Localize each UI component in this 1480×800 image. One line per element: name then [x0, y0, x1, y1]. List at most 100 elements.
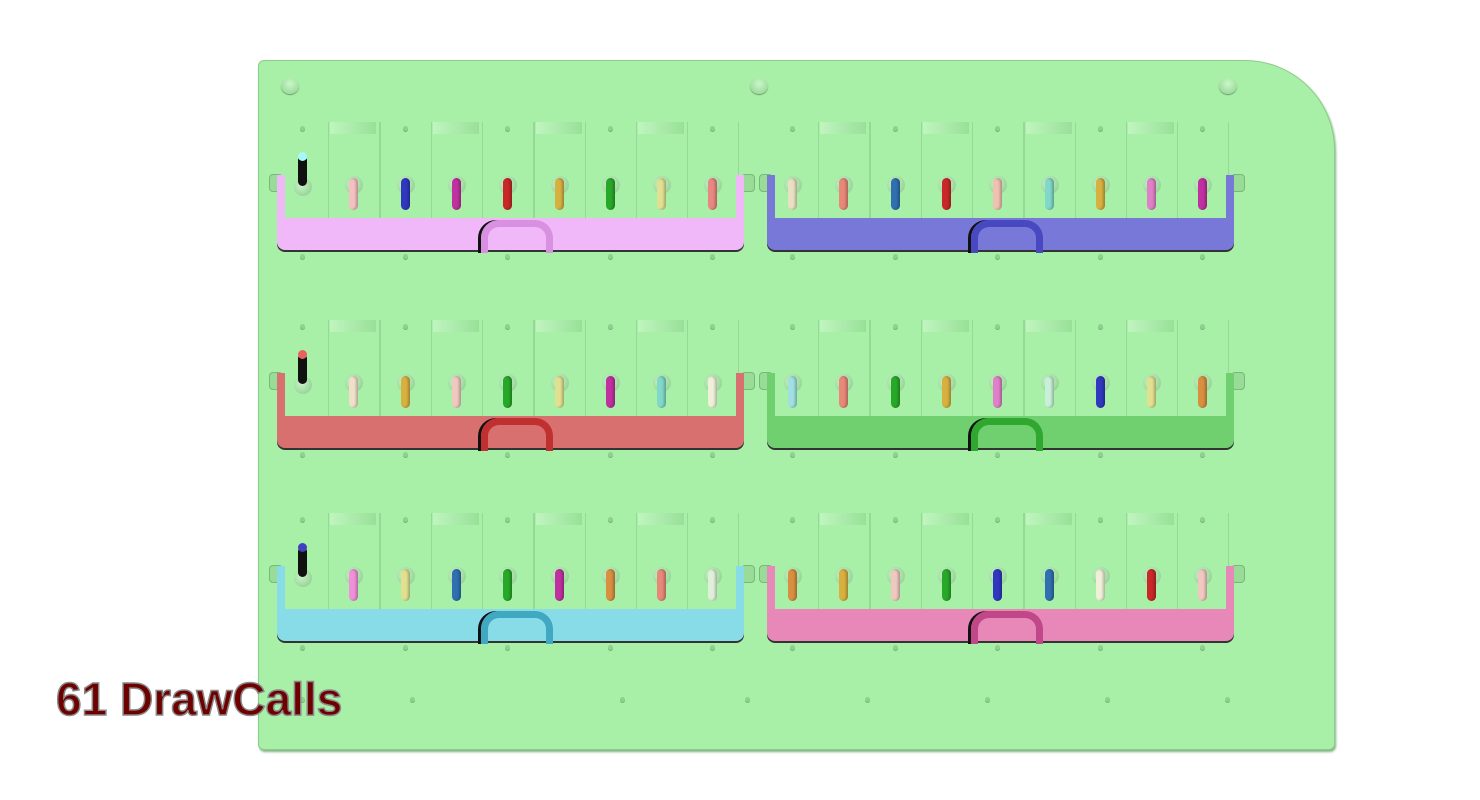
toggle-lever[interactable]: [941, 569, 951, 601]
toggle-lever[interactable]: [349, 569, 359, 601]
toggle-lever[interactable]: [890, 178, 900, 210]
rivet: [1105, 697, 1110, 702]
switch-slot: [1177, 513, 1230, 609]
tray-handle[interactable]: [481, 418, 553, 451]
toggle-lever[interactable]: [1147, 569, 1157, 601]
tray-handle[interactable]: [971, 220, 1043, 253]
toggle-lever[interactable]: [554, 376, 564, 408]
tray-handle[interactable]: [481, 611, 553, 644]
toggle-lever[interactable]: [839, 569, 849, 601]
toggle-lever[interactable]: [1198, 178, 1208, 210]
lever-cap: [298, 350, 307, 359]
toggle-lever[interactable]: [451, 376, 461, 408]
rivet: [995, 324, 1001, 329]
slot-tab: [1128, 513, 1175, 525]
tray-handle[interactable]: [971, 418, 1043, 451]
rivet: [300, 254, 305, 259]
rivet: [607, 517, 613, 522]
rivet: [892, 254, 898, 259]
toggle-lever[interactable]: [605, 376, 615, 408]
toggle-lever[interactable]: [890, 569, 900, 601]
tray-side: [736, 566, 744, 612]
rivet: [1097, 126, 1103, 131]
toggle-lever[interactable]: [1198, 569, 1208, 601]
slot-tab: [1025, 320, 1072, 332]
rivet: [1097, 254, 1103, 259]
toggle-lever[interactable]: [400, 569, 410, 601]
toggle-lever[interactable]: [941, 178, 951, 210]
lever-cap: [298, 152, 307, 161]
rivet: [710, 645, 716, 650]
toggle-lever[interactable]: [503, 376, 513, 408]
master-lever[interactable]: [298, 354, 307, 384]
tray-handle[interactable]: [481, 220, 553, 253]
master-lever[interactable]: [298, 156, 307, 186]
toggle-lever[interactable]: [451, 569, 461, 601]
rivet: [620, 697, 625, 702]
slot-tab: [820, 122, 867, 134]
toggle-lever[interactable]: [708, 178, 718, 210]
rivet: [402, 517, 408, 522]
toggle-lever[interactable]: [993, 376, 1003, 408]
toggle-lever[interactable]: [1147, 178, 1157, 210]
toggle-lever[interactable]: [657, 178, 667, 210]
tray-side: [767, 175, 775, 221]
toggle-lever[interactable]: [554, 569, 564, 601]
toggle-lever[interactable]: [1044, 569, 1054, 601]
toggle-lever[interactable]: [890, 376, 900, 408]
toggle-lever[interactable]: [657, 376, 667, 408]
rivet: [402, 452, 408, 457]
toggle-lever[interactable]: [993, 178, 1003, 210]
tray-handle[interactable]: [971, 611, 1043, 644]
toggle-lever[interactable]: [349, 376, 359, 408]
tray-side: [767, 566, 775, 612]
toggle-lever[interactable]: [605, 178, 615, 210]
rivet: [985, 697, 990, 702]
toggle-lever[interactable]: [1095, 569, 1105, 601]
screw-icon: [750, 78, 768, 94]
toggle-lever[interactable]: [400, 178, 410, 210]
toggle-lever[interactable]: [657, 569, 667, 601]
rivet: [790, 645, 795, 650]
master-lever[interactable]: [298, 547, 307, 577]
toggle-lever[interactable]: [788, 569, 797, 601]
slot-tab: [330, 513, 377, 525]
toggle-lever[interactable]: [708, 569, 718, 601]
toggle-lever[interactable]: [451, 178, 461, 210]
toggle-lever[interactable]: [839, 178, 849, 210]
toggle-lever[interactable]: [503, 569, 513, 601]
toggle-lever[interactable]: [1044, 376, 1054, 408]
rivet: [995, 126, 1001, 131]
rivet: [790, 324, 795, 329]
rivet: [892, 452, 898, 457]
rivet: [790, 254, 795, 259]
toggle-lever[interactable]: [788, 376, 797, 408]
rivet: [607, 254, 613, 259]
rivet: [1200, 126, 1206, 131]
rivet: [402, 254, 408, 259]
toggle-lever[interactable]: [400, 376, 410, 408]
toggle-lever[interactable]: [941, 376, 951, 408]
toggle-lever[interactable]: [708, 376, 718, 408]
toggle-lever[interactable]: [1044, 178, 1054, 210]
slot-tab: [820, 513, 867, 525]
toggle-lever[interactable]: [1095, 178, 1105, 210]
rivet: [995, 645, 1001, 650]
toggle-lever[interactable]: [605, 569, 615, 601]
toggle-lever[interactable]: [503, 178, 513, 210]
toggle-lever[interactable]: [1095, 376, 1105, 408]
rivet: [995, 452, 1001, 457]
toggle-lever[interactable]: [788, 178, 797, 210]
slot-tab: [1025, 513, 1072, 525]
toggle-lever[interactable]: [1198, 376, 1208, 408]
toggle-lever[interactable]: [554, 178, 564, 210]
rivet: [300, 126, 305, 131]
toggle-lever[interactable]: [349, 178, 359, 210]
slot-tab: [922, 513, 969, 525]
rivet: [1200, 645, 1206, 650]
toggle-lever[interactable]: [1147, 376, 1157, 408]
toggle-lever[interactable]: [993, 569, 1003, 601]
toggle-lever[interactable]: [839, 376, 849, 408]
screw-icon: [281, 78, 299, 94]
slot-tab: [638, 320, 685, 332]
